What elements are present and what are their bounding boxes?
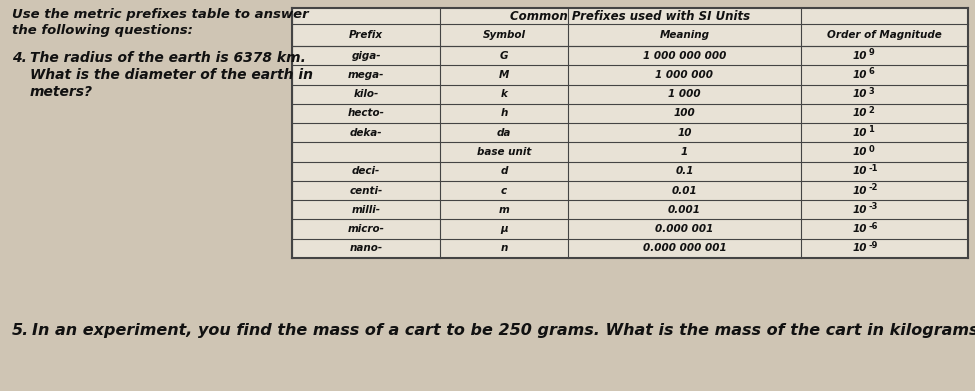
Text: 10: 10 (852, 205, 867, 215)
Text: 10: 10 (852, 243, 867, 253)
Text: 0: 0 (869, 145, 875, 154)
Text: 10: 10 (852, 51, 867, 61)
Text: Symbol: Symbol (483, 30, 526, 40)
Text: 10: 10 (678, 128, 691, 138)
Text: deka-: deka- (350, 128, 382, 138)
Text: What is the diameter of the earth in: What is the diameter of the earth in (30, 68, 313, 82)
Text: da: da (497, 128, 511, 138)
Text: 3: 3 (869, 87, 875, 96)
Text: k: k (501, 89, 508, 99)
Text: 100: 100 (674, 108, 695, 118)
Text: 10: 10 (852, 166, 867, 176)
Text: micro-: micro- (348, 224, 385, 234)
Text: 0.001: 0.001 (668, 205, 701, 215)
Text: 10: 10 (852, 224, 867, 234)
Text: 0.000 000 001: 0.000 000 001 (643, 243, 726, 253)
Text: -3: -3 (869, 202, 878, 211)
Text: milli-: milli- (352, 205, 381, 215)
Text: 10: 10 (852, 108, 867, 118)
Text: base unit: base unit (477, 147, 531, 157)
Text: meters?: meters? (30, 85, 93, 99)
Text: h: h (500, 108, 508, 118)
Text: 2: 2 (869, 106, 875, 115)
Text: 10: 10 (852, 186, 867, 196)
Text: Common Prefixes used with SI Units: Common Prefixes used with SI Units (510, 9, 750, 23)
Text: centi-: centi- (350, 186, 383, 196)
Text: 0.01: 0.01 (672, 186, 697, 196)
Text: G: G (500, 51, 508, 61)
Text: d: d (500, 166, 508, 176)
Text: 1: 1 (681, 147, 688, 157)
Text: 0.1: 0.1 (676, 166, 693, 176)
Text: In an experiment, you find the mass of a cart to be 250 grams. What is the mass : In an experiment, you find the mass of a… (32, 323, 975, 338)
Text: giga-: giga- (352, 51, 381, 61)
Text: 1 000 000 000: 1 000 000 000 (643, 51, 726, 61)
Text: Meaning: Meaning (659, 30, 710, 40)
Text: c: c (501, 186, 507, 196)
Text: 1 000: 1 000 (668, 89, 701, 99)
Text: Use the metric prefixes table to answer: Use the metric prefixes table to answer (12, 8, 309, 21)
Text: 1: 1 (869, 125, 875, 134)
Text: 9: 9 (869, 48, 875, 57)
Text: M: M (499, 70, 509, 80)
Text: Order of Magnitude: Order of Magnitude (827, 30, 942, 40)
Text: -6: -6 (869, 222, 878, 231)
Text: 4.: 4. (12, 51, 27, 65)
Text: nano-: nano- (350, 243, 383, 253)
Text: the following questions:: the following questions: (12, 24, 193, 37)
Text: 1 000 000: 1 000 000 (655, 70, 714, 80)
Text: n: n (500, 243, 508, 253)
Text: -9: -9 (869, 241, 878, 250)
Text: Prefix: Prefix (349, 30, 383, 40)
Text: 6: 6 (869, 67, 875, 76)
Text: deci-: deci- (352, 166, 380, 176)
Text: μ: μ (500, 224, 508, 234)
Text: 0.000 001: 0.000 001 (655, 224, 714, 234)
Text: 10: 10 (852, 70, 867, 80)
Text: -2: -2 (869, 183, 878, 192)
Text: 10: 10 (852, 89, 867, 99)
Text: kilo-: kilo- (354, 89, 379, 99)
Text: 10: 10 (852, 147, 867, 157)
Text: m: m (499, 205, 510, 215)
Text: The radius of the earth is 6378 km.: The radius of the earth is 6378 km. (30, 51, 306, 65)
Text: -1: -1 (869, 164, 878, 173)
Text: mega-: mega- (348, 70, 384, 80)
Text: 5.: 5. (12, 323, 29, 338)
Text: hecto-: hecto- (348, 108, 385, 118)
Bar (292, 8, 968, 258)
Text: 10: 10 (852, 128, 867, 138)
